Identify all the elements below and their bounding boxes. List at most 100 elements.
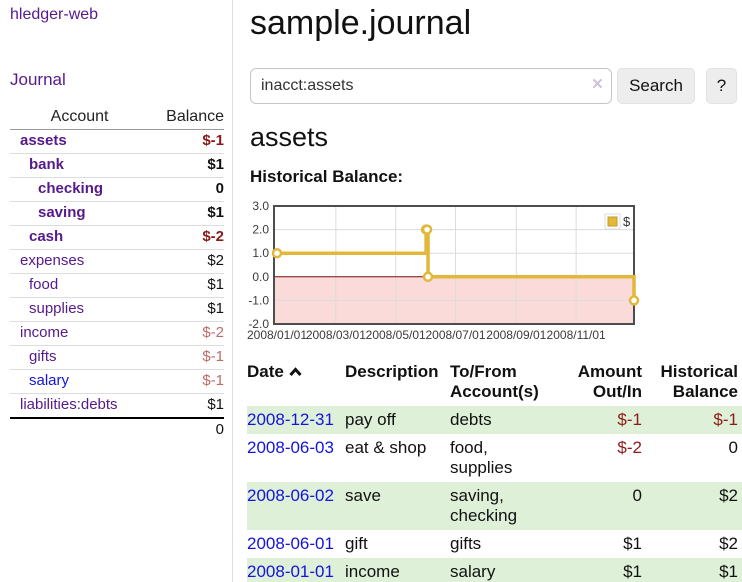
register-balance-cell: $2 [719,534,738,553]
sidebar-account-expenses[interactable]: expenses [20,252,85,269]
accounts-table-body: assets $-1 bank $1 checking 0 saving $1 cash $-2 e… [10,130,224,419]
register-description-cell: gift [345,534,368,553]
sidebar-account-bank[interactable]: bank [29,156,65,173]
register-accounts-cell: food, supplies [450,438,513,477]
register-description-cell: eat & shop [345,438,427,457]
accounts-table: Account Balance assets $-1 bank $1 checking 0… [10,106,224,442]
svg-text:2008/01/01: 2008/01/01 [247,328,307,342]
clear-search-icon[interactable]: × [591,74,603,95]
register-amount-cell: $-1 [617,410,642,429]
svg-text:2008/03/01: 2008/03/01 [306,328,366,342]
account-balance: $-2 [202,228,224,245]
register-date-cell: 2008-06-01 [247,530,345,558]
register-header-description: Description [345,362,439,381]
account-balance: $2 [207,252,224,269]
account-row: food $1 [10,273,224,298]
account-row: saving $1 [10,201,224,226]
table-row: 2008-06-03 eat & shop food, supplies $-2 0 [247,434,742,482]
account-row: cash $-2 [10,225,224,250]
account-balance: $1 [207,204,224,221]
register-accounts-cell: debts [450,410,492,429]
svg-text:2008/07/01: 2008/07/01 [425,328,485,342]
date-link[interactable]: 2008-06-02 [247,486,334,505]
svg-text:$: $ [623,214,631,229]
account-row: checking 0 [10,177,224,202]
table-row: 2008-12-31 pay off debts $-1 $-1 [247,406,742,434]
date-link[interactable]: 2008-01-01 [247,562,334,581]
register-date-cell: 2008-06-03 [247,434,345,482]
sidebar-account-assets[interactable]: assets [20,132,67,149]
account-row: expenses $2 [10,249,224,274]
sidebar-account-cash[interactable]: cash [29,228,64,245]
accounts-header-balance: Balance [149,106,224,130]
register-header-accounts: To/From Account(s) [450,362,539,401]
account-row: gifts $-1 [10,345,224,370]
register-description-cell: income [345,562,400,581]
register-date-cell: 2008-12-31 [247,406,345,434]
account-row: liabilities:debts $1 [10,393,224,419]
register-accounts-cell: salary [450,562,496,581]
sidebar-account-food[interactable]: food [29,276,59,293]
account-row: income $-2 [10,321,224,346]
register-header-balance: Historical Balance [660,362,738,401]
svg-text:2008/09/01: 2008/09/01 [486,328,546,342]
account-balance: $-2 [202,324,224,341]
date-link[interactable]: 2008-06-03 [247,438,334,457]
register-balance-cell: $1 [719,562,738,581]
register-amount-cell: $-2 [617,438,642,457]
svg-text:1.0: 1.0 [252,246,269,260]
register-amount-cell: $1 [623,534,642,553]
svg-text:2008/11/01: 2008/11/01 [547,328,606,342]
sidebar-account-gifts[interactable]: gifts [29,348,57,365]
register-table: Date Description To/From Account(s) Amou… [247,360,742,582]
sidebar-account-salary[interactable]: salary [29,372,70,389]
account-balance: $-1 [202,348,224,365]
svg-text:-2.0: -2.0 [248,317,269,331]
register-header-row: Date Description To/From Account(s) Amou… [247,360,742,406]
search-button[interactable]: Search [617,68,695,104]
table-row: 2008-06-01 gift gifts $1 $2 [247,530,742,558]
register-amount-cell: $1 [623,562,642,581]
sidebar-account-liabilities-debts[interactable]: liabilities:debts [20,396,118,413]
register-header-amount: Amount Out/In [577,362,642,401]
register-header-date[interactable]: Date [247,360,345,406]
sidebar-account-checking[interactable]: checking [38,180,104,197]
sidebar-item-journal[interactable]: Journal [10,70,66,89]
account-balance: 0 [215,180,224,197]
sidebar-account-income[interactable]: income [20,324,69,341]
register-description-cell: pay off [345,410,396,429]
svg-text:2008/05/01: 2008/05/01 [366,328,426,342]
balance-chart-svg: $3.0 2.0 1.0 0.0 -1.0 -2.02008/01/012008/03/0… [247,199,640,342]
register-description-cell: save [345,486,381,505]
register-accounts-cell: saving, checking [450,486,518,525]
register-accounts-cell: gifts [450,534,482,553]
main-content: sample.journal × Search ? assets Histori… [233,0,742,582]
sidebar-account-saving[interactable]: saving [38,204,86,221]
help-button[interactable]: ? [706,68,737,104]
sort-ascending-icon [289,367,302,377]
sidebar: hledger-web Journal Account Balance asse… [0,0,233,582]
search-input[interactable] [250,68,612,104]
chart-title: Historical Balance: [250,167,404,186]
table-row: 2008-01-01 income salary $1 $1 [247,558,742,582]
register-balance-cell: $2 [719,486,738,505]
account-balance: $1 [207,156,224,173]
register-amount-cell: 0 [632,486,642,505]
account-balance: $-1 [202,372,224,389]
account-row: salary $-1 [10,369,224,394]
register-table-body: 2008-12-31 pay off debts $-1 $-1 2008-06-03 ea… [247,406,742,582]
account-heading: assets [250,122,329,152]
date-link[interactable]: 2008-12-31 [247,410,334,429]
register-balance-cell: 0 [728,438,738,457]
svg-text:3.0: 3.0 [252,199,269,213]
account-balance: $1 [207,300,224,317]
svg-text:0.0: 0.0 [252,270,269,284]
accounts-total-value: 0 [215,421,224,438]
register-date-cell: 2008-06-02 [247,482,345,530]
date-link[interactable]: 2008-06-01 [247,534,334,553]
account-row: bank $1 [10,153,224,178]
app-brand-link[interactable]: hledger-web [10,6,99,23]
register-balance-cell: $-1 [713,410,738,429]
table-row: 2008-06-02 save saving, checking 0 $2 [247,482,742,530]
sidebar-account-supplies[interactable]: supplies [29,300,85,317]
